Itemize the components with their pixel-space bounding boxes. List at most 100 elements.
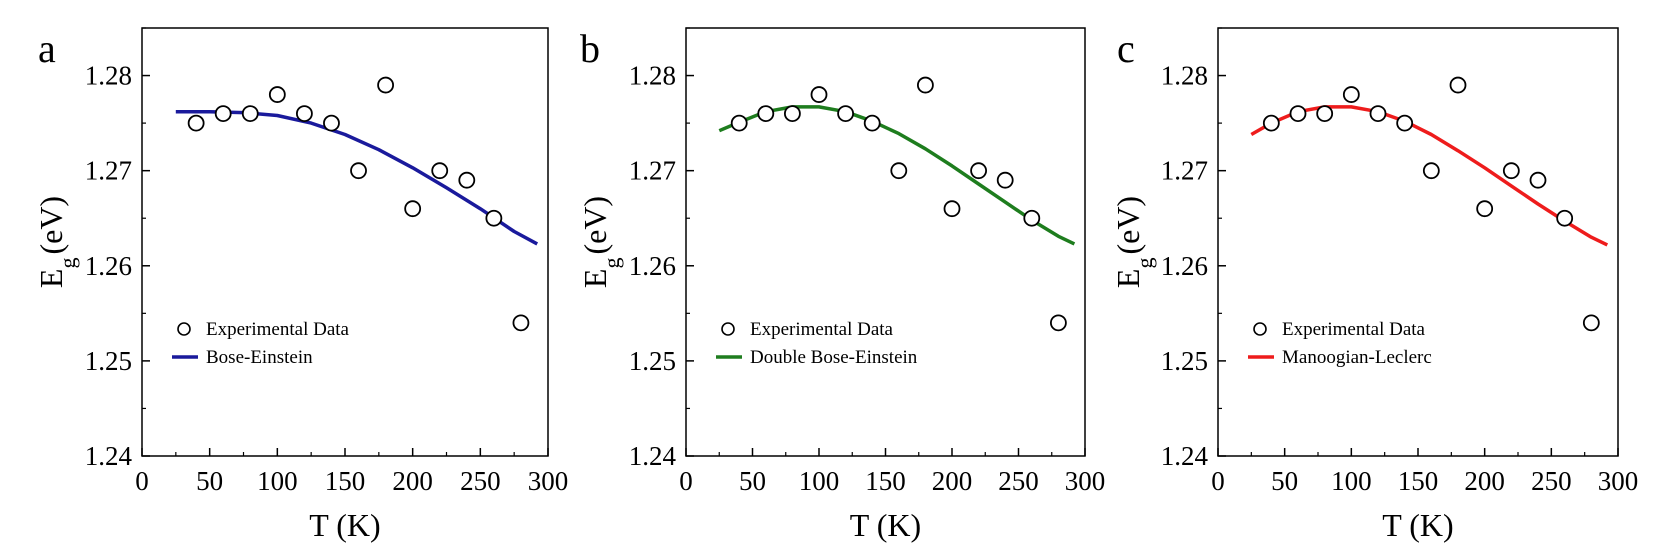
x-tick-label: 200: [932, 466, 973, 496]
y-tick-label: 1.25: [85, 346, 132, 376]
fit-line-c: [1250, 105, 1609, 247]
data-point: [837, 105, 854, 122]
x-tick-label: 100: [799, 466, 840, 496]
data-point: [730, 114, 748, 132]
data-point: [377, 76, 395, 94]
data-point: [863, 114, 881, 132]
y-axis-title: Eg (eV): [577, 196, 624, 288]
y-tick-label: 1.27: [1161, 156, 1208, 186]
data-point: [1502, 162, 1520, 180]
x-tick-label: 50: [1271, 466, 1298, 496]
data-point: [1422, 162, 1440, 180]
y-tick-label: 1.26: [85, 251, 132, 281]
data-point: [1262, 114, 1280, 132]
y-axis-title-main: E: [577, 269, 613, 289]
legend-marker-experimental: [721, 322, 735, 336]
data-point: [890, 162, 908, 180]
y-axis-title-unit: (eV): [577, 196, 613, 255]
panel-a: a 0 50 100 150 200 250 300 1.24 1.25 1.26 1.27 1.28 T…: [33, 26, 568, 543]
legend-label-experimental: Experimental Data: [750, 319, 894, 340]
x-tick-label: 0: [1211, 466, 1225, 496]
y-tick-label: 1.28: [629, 61, 676, 91]
legend-label-fit: Double Bose-Einstein: [750, 347, 918, 368]
data-point: [1396, 114, 1414, 132]
legend-label-fit: Manoogian-Leclerc: [1282, 347, 1432, 368]
legend-marker-experimental: [1253, 322, 1267, 336]
x-tick-label: 0: [679, 466, 693, 496]
legend-label-experimental: Experimental Data: [206, 319, 350, 340]
y-tick-label: 1.27: [85, 156, 132, 186]
x-tick-label: 150: [865, 466, 906, 496]
data-point: [1342, 86, 1360, 103]
data-point: [1289, 105, 1307, 122]
x-tick-label: 200: [1464, 466, 1505, 496]
data-point: [512, 314, 530, 332]
y-tick-label: 1.24: [1161, 441, 1209, 471]
y-tick-label: 1.26: [1161, 251, 1208, 281]
data-point: [431, 162, 449, 180]
data-point: [1316, 105, 1334, 122]
fit-line-a: [175, 109, 539, 246]
data-point: [187, 114, 205, 132]
y-tick-label: 1.24: [629, 441, 677, 471]
y-tick-label: 1.28: [1161, 61, 1208, 91]
data-point: [1369, 105, 1387, 122]
data-point: [323, 114, 340, 132]
data-point: [350, 162, 367, 180]
data-point: [996, 171, 1014, 189]
y-axis-title-unit: (eV): [33, 196, 69, 255]
data-point: [458, 171, 476, 189]
y-tick-label: 1.27: [629, 156, 676, 186]
y-axis-title-main: E: [33, 269, 69, 289]
data-point: [810, 86, 828, 103]
data-point: [241, 105, 259, 122]
x-axis-title: T (K): [1382, 507, 1453, 543]
legend-marker-experimental: [177, 322, 191, 336]
x-tick-label: 0: [135, 466, 149, 496]
y-axis-title-main: E: [1110, 269, 1146, 289]
data-point: [757, 105, 775, 122]
data-point: [1449, 76, 1467, 94]
data-point: [1476, 200, 1494, 218]
x-tick-label: 250: [1531, 466, 1572, 496]
y-tick-label: 1.26: [629, 251, 676, 281]
legend-label-fit: Bose-Einstein: [206, 347, 313, 368]
data-point: [943, 200, 961, 218]
data-point: [214, 105, 232, 122]
panel-b: b 0 50 100 150 200 250 300 1.24 1.25 1.26 1.27 1.28 T…: [577, 26, 1105, 543]
data-point: [1050, 314, 1067, 332]
y-tick-label: 1.25: [629, 346, 676, 376]
data-point: [268, 86, 286, 103]
panel-letter: a: [38, 26, 56, 71]
y-tick-label: 1.25: [1161, 346, 1208, 376]
x-tick-label: 50: [196, 466, 223, 496]
data-point: [917, 76, 934, 94]
plot-frame: [685, 27, 1086, 457]
y-tick-label: 1.28: [85, 61, 132, 91]
y-tick-label: 1.24: [85, 441, 133, 471]
x-tick-label: 150: [325, 466, 366, 496]
x-tick-label: 100: [1331, 466, 1372, 496]
data-point: [1023, 209, 1041, 227]
data-point: [1556, 209, 1574, 227]
x-tick-label: 250: [998, 466, 1039, 496]
legend-label-experimental: Experimental Data: [1282, 319, 1426, 340]
x-tick-label: 150: [1398, 466, 1439, 496]
data-point: [485, 209, 503, 227]
panel-letter: b: [580, 26, 600, 71]
x-tick-label: 50: [739, 466, 766, 496]
x-tick-label: 200: [392, 466, 433, 496]
data-point: [295, 105, 313, 122]
plot-frame: [1217, 27, 1619, 457]
panel-letter: c: [1117, 26, 1135, 71]
data-point: [404, 200, 422, 218]
y-axis-title: Eg (eV): [33, 196, 80, 288]
x-axis-title: T (K): [309, 507, 380, 543]
plot-frame: [141, 27, 549, 457]
panel-c: c 0 50 100 150 200 250 300 1.24 1.25 1.26 1.27 1.28 T…: [1110, 26, 1638, 543]
y-axis-title-sub: g: [55, 258, 80, 269]
x-axis-title: T (K): [850, 507, 921, 543]
data-point: [1529, 171, 1547, 189]
x-tick-label: 300: [1598, 466, 1639, 496]
